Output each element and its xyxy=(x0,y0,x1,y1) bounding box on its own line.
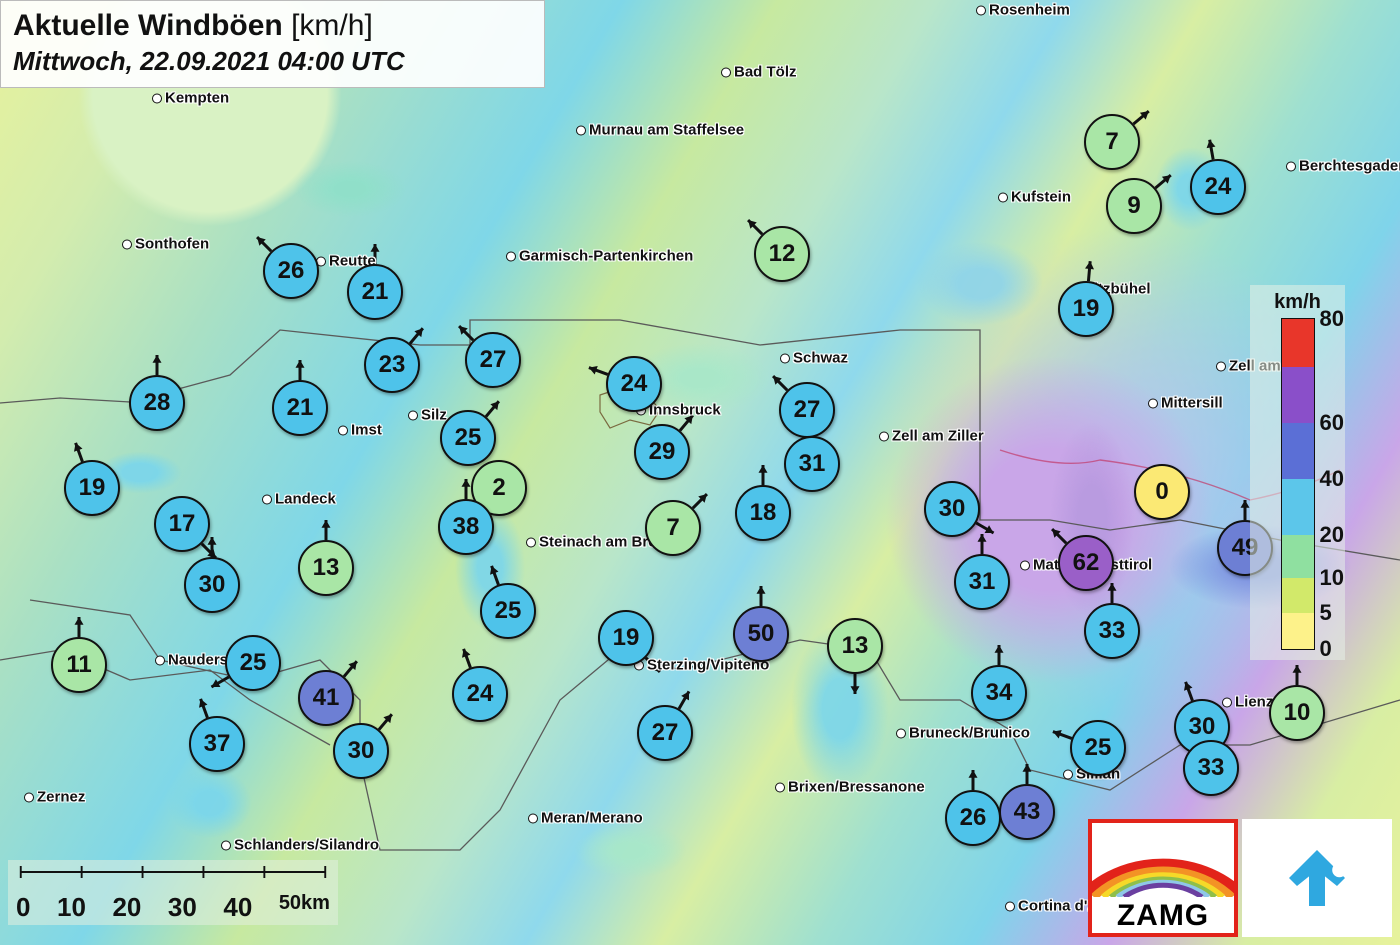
place-label-brixen-bressanone: Brixen/Bressanone xyxy=(775,779,925,796)
place-label-berchtesgaden: Berchtesgaden xyxy=(1286,158,1400,175)
place-label-schwaz: Schwaz xyxy=(780,350,848,367)
place-label-nauders: Nauders xyxy=(155,652,228,669)
wind-gust-marker-43[interactable]: 27 xyxy=(637,705,693,761)
geosphere-logo[interactable] xyxy=(1242,819,1392,937)
wind-gust-marker-15[interactable]: 17 xyxy=(154,496,210,552)
wind-gust-marker-22[interactable]: 30 xyxy=(924,481,980,537)
wind-gust-marker-8[interactable]: 27 xyxy=(465,332,521,388)
place-label-lienz: Lienz xyxy=(1222,694,1273,711)
wind-gust-marker-26[interactable]: 13 xyxy=(298,540,354,596)
wind-gust-marker-25[interactable]: 62 xyxy=(1058,535,1114,591)
place-label-bruneck-brunico: Bruneck/Brunico xyxy=(896,725,1030,742)
wind-gust-marker-28[interactable]: 25 xyxy=(480,583,536,639)
wind-map: Aktuelle Windböen [km/h] Mittwoch, 22.09… xyxy=(0,0,1400,945)
wind-gust-marker-0[interactable]: 7 xyxy=(1084,114,1140,170)
zamg-wordmark: ZAMG xyxy=(1117,899,1209,933)
wind-gust-marker-3[interactable]: 26 xyxy=(263,243,319,299)
wind-gust-marker-40[interactable]: 10 xyxy=(1269,685,1325,741)
wind-gust-marker-10[interactable]: 28 xyxy=(129,375,185,431)
wind-gust-marker-47[interactable]: 43 xyxy=(999,784,1055,840)
place-label-landeck: Landeck xyxy=(262,491,336,508)
wind-gust-marker-6[interactable]: 21 xyxy=(347,264,403,320)
wind-gust-marker-4[interactable]: 12 xyxy=(754,226,810,282)
place-label-kufstein: Kufstein xyxy=(998,189,1071,206)
zamg-logo[interactable]: ZAMG xyxy=(1088,819,1238,937)
wind-gust-marker-27[interactable]: 30 xyxy=(184,557,240,613)
wind-gust-marker-11[interactable]: 21 xyxy=(272,380,328,436)
scale-tick-10[interactable]: 10 xyxy=(57,892,86,923)
place-label-rosenheim: Rosenheim xyxy=(976,2,1070,19)
place-label-imst: Imst xyxy=(338,422,382,439)
place-label-mittersill: Mittersill xyxy=(1148,395,1223,412)
wind-gust-marker-31[interactable]: 13 xyxy=(827,618,883,674)
wind-gust-marker-2[interactable]: 24 xyxy=(1190,159,1246,215)
place-label-garmisch-partenkirchen: Garmisch-Partenkirchen xyxy=(506,248,693,265)
wind-gust-marker-30[interactable]: 50 xyxy=(733,606,789,662)
wind-gust-marker-34[interactable]: 11 xyxy=(51,637,107,693)
place-label-zernez: Zernez xyxy=(24,789,85,806)
place-label-schlanders-silandro: Schlanders/Silandro xyxy=(221,837,379,854)
place-label-zell-am-ziller: Zell am Ziller xyxy=(879,428,984,445)
wind-gust-marker-41[interactable]: 37 xyxy=(189,716,245,772)
legend-bar: 80 60 40 20 10 5 0 xyxy=(1281,318,1315,650)
wind-gust-marker-21[interactable]: 31 xyxy=(784,436,840,492)
wind-gust-marker-18[interactable]: 29 xyxy=(634,424,690,480)
place-label-kempten: Kempten xyxy=(152,90,229,107)
wind-gust-marker-7[interactable]: 23 xyxy=(364,337,420,393)
place-label-murnau-am-staffelsee: Murnau am Staffelsee xyxy=(576,122,744,139)
wind-gust-marker-14[interactable]: 19 xyxy=(64,460,120,516)
wind-gust-marker-9[interactable]: 24 xyxy=(606,356,662,412)
wind-gust-marker-32[interactable]: 31 xyxy=(954,554,1010,610)
terrain-texture xyxy=(0,0,1400,945)
color-legend: km/h 80 60 40 20 10 5 0 xyxy=(1250,285,1345,660)
title-text: Aktuelle Windböen xyxy=(13,9,283,42)
wind-gust-marker-37[interactable]: 24 xyxy=(452,666,508,722)
wind-gust-marker-12[interactable]: 25 xyxy=(440,410,496,466)
wind-gust-marker-44[interactable]: 25 xyxy=(1070,720,1126,776)
wind-gust-marker-1[interactable]: 9 xyxy=(1106,178,1162,234)
place-label-meran-merano: Meran/Merano xyxy=(528,810,643,827)
wind-gust-marker-35[interactable]: 25 xyxy=(225,635,281,691)
place-label-bad-t-lz: Bad Tölz xyxy=(721,64,797,81)
wind-gust-marker-17[interactable]: 38 xyxy=(438,499,494,555)
scale-tick-40[interactable]: 40 xyxy=(223,892,252,923)
wind-gust-marker-38[interactable]: 34 xyxy=(971,665,1027,721)
scale-tick-50km[interactable]: 50km xyxy=(279,892,330,923)
wind-gust-marker-45[interactable]: 33 xyxy=(1183,740,1239,796)
logo-group: ZAMG xyxy=(1088,819,1392,937)
wind-gust-marker-36[interactable]: 41 xyxy=(298,670,354,726)
place-label-silz: Silz xyxy=(408,407,447,424)
scale-tick-30[interactable]: 30 xyxy=(168,892,197,923)
title-box: Aktuelle Windböen [km/h] Mittwoch, 22.09… xyxy=(0,0,545,88)
scale-bar: 0 10 20 30 40 50km xyxy=(8,860,338,925)
wind-gust-marker-19[interactable]: 7 xyxy=(645,500,701,556)
place-label-sonthofen: Sonthofen xyxy=(122,236,209,253)
wind-gust-marker-13[interactable]: 27 xyxy=(779,382,835,438)
scale-tick-20[interactable]: 20 xyxy=(112,892,141,923)
wind-gust-marker-46[interactable]: 26 xyxy=(945,790,1001,846)
title-unit: [km/h] xyxy=(291,9,373,42)
wind-gust-marker-5[interactable]: 19 xyxy=(1058,281,1114,337)
subtitle-text: Mittwoch, 22.09.2021 04:00 UTC xyxy=(13,46,532,77)
wind-gust-marker-20[interactable]: 18 xyxy=(735,485,791,541)
scale-tick-0[interactable]: 0 xyxy=(16,892,30,923)
wind-gust-marker-23[interactable]: 0 xyxy=(1134,464,1190,520)
wind-gust-marker-29[interactable]: 19 xyxy=(598,610,654,666)
wind-gust-marker-42[interactable]: 30 xyxy=(333,723,389,779)
wind-gust-marker-33[interactable]: 33 xyxy=(1084,603,1140,659)
